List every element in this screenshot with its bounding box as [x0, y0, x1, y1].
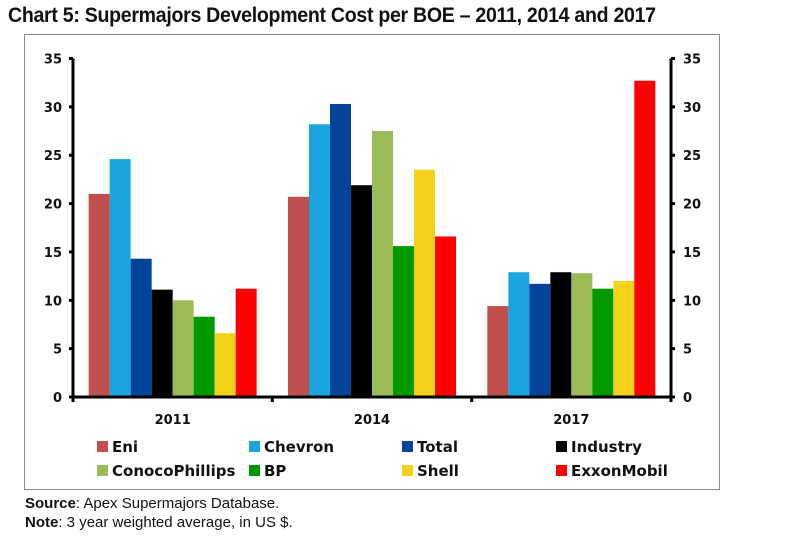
- x-tick-label-2014: 2014: [354, 413, 390, 428]
- y-tick-label-left: 0: [53, 391, 62, 406]
- bar-conocophillips-2014: [372, 131, 393, 398]
- legend: Eni Chevron Total Industry ConocoPhillips BP S…: [97, 438, 668, 480]
- x-tick-label-2011: 2011: [155, 413, 191, 428]
- chart-title: Chart 5: Supermajors Development Cost pe…: [8, 4, 656, 27]
- chart-frame: [24, 34, 720, 490]
- legend-swatch-bp: [249, 465, 260, 476]
- bar-exxonmobil-2017: [634, 80, 656, 397]
- legend-item-conocophillips: ConocoPhillips: [97, 462, 235, 480]
- legend-swatch-eni: [97, 441, 108, 452]
- y-tick-label-right: 0: [683, 391, 692, 406]
- bar-exxonmobil-2011: [235, 288, 257, 397]
- bar-eni-2011: [88, 193, 110, 397]
- legend-item-industry: Industry: [556, 438, 642, 456]
- y-tick-label-right: 20: [683, 198, 701, 213]
- source-note: Source: Apex Supermajors Database.: [25, 495, 279, 512]
- bar-total-2011: [130, 258, 152, 397]
- legend-label-conocophillips: ConocoPhillips: [112, 462, 235, 480]
- bar-shell-2014: [414, 169, 435, 397]
- y-tick-label-left: 20: [44, 198, 62, 213]
- y-tick-label-left: 15: [44, 246, 62, 261]
- bar-eni-2014: [288, 196, 309, 397]
- y-tick-label-right: 15: [683, 246, 701, 261]
- legend-item-exxonmobil: ExxonMobil: [556, 462, 668, 480]
- legend-swatch-industry: [556, 441, 567, 452]
- y-tick-label-left: 10: [44, 294, 62, 309]
- bar-chevron-2011: [109, 159, 131, 397]
- bar-chevron-2014: [309, 124, 330, 397]
- bar-industry-2011: [151, 289, 173, 397]
- y-tick-label-right: 35: [683, 53, 701, 68]
- legend-swatch-conocophillips: [97, 465, 108, 476]
- legend-swatch-total: [402, 441, 413, 452]
- y-tick-label-left: 5: [53, 343, 62, 358]
- bar-shell-2017: [613, 280, 635, 397]
- legend-item-total: Total: [402, 438, 458, 456]
- y-tick-label-right: 25: [683, 149, 701, 164]
- footnote: Note: 3 year weighted average, in US $.: [25, 514, 293, 531]
- legend-item-eni: Eni: [97, 438, 138, 456]
- bar-total-2017: [529, 283, 551, 397]
- y-tick-label-left: 30: [44, 101, 62, 116]
- bar-industry-2017: [550, 272, 572, 397]
- bar-total-2014: [330, 103, 351, 397]
- y-tick-label-right: 30: [683, 101, 701, 116]
- y-tick-label-left: 25: [44, 149, 62, 164]
- bar-bp-2014: [393, 246, 414, 397]
- bar-exxonmobil-2014: [435, 236, 456, 397]
- legend-label-bp: BP: [264, 462, 286, 480]
- source-text: : Apex Supermajors Database.: [75, 495, 280, 512]
- source-label: Source: [25, 495, 76, 512]
- bar-industry-2014: [351, 185, 372, 397]
- legend-item-shell: Shell: [402, 462, 459, 480]
- legend-item-chevron: Chevron: [249, 438, 334, 456]
- legend-item-bp: BP: [249, 462, 286, 480]
- axes-group: 2011 2014 2017 0 0 5 5 10 10 15 15 20 20 25 25 30 30 35 35: [44, 53, 701, 429]
- bar-eni-2017: [487, 306, 509, 397]
- note-text: : 3 year weighted average, in US $.: [58, 514, 293, 531]
- bar-shell-2011: [214, 333, 236, 397]
- legend-swatch-chevron: [249, 441, 260, 452]
- legend-swatch-shell: [402, 465, 413, 476]
- x-tick-label-2017: 2017: [553, 413, 589, 428]
- note-label: Note: [25, 514, 59, 531]
- legend-label-chevron: Chevron: [264, 438, 334, 456]
- bar-conocophillips-2017: [571, 273, 593, 397]
- bar-conocophillips-2011: [172, 300, 194, 397]
- y-tick-label-right: 5: [683, 343, 692, 358]
- legend-label-shell: Shell: [417, 462, 459, 480]
- legend-label-exxonmobil: ExxonMobil: [571, 462, 668, 480]
- legend-swatch-exxonmobil: [556, 465, 567, 476]
- bar-bp-2017: [592, 288, 614, 397]
- legend-label-industry: Industry: [571, 438, 642, 456]
- legend-label-total: Total: [417, 438, 458, 456]
- legend-label-eni: Eni: [112, 438, 138, 456]
- bars-group: [88, 80, 656, 398]
- bar-bp-2011: [193, 316, 215, 397]
- y-tick-label-right: 10: [683, 294, 701, 309]
- y-tick-label-left: 35: [44, 53, 62, 68]
- bar-chevron-2017: [508, 272, 530, 397]
